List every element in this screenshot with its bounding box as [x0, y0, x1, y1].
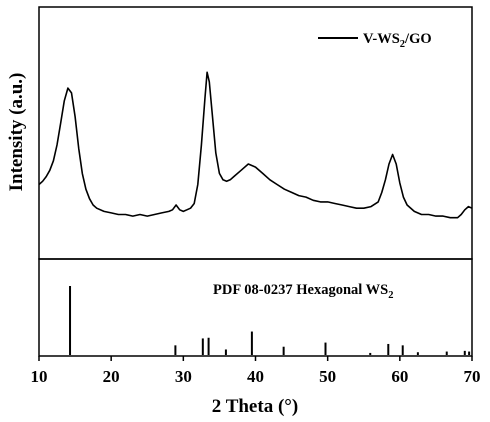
x-axis-ticks: 10 20 30 40 50 60 70 [31, 356, 481, 386]
reference-pattern-label: PDF 08-0237 Hexagonal WS2 [213, 282, 393, 301]
x-tick-label: 60 [391, 367, 408, 386]
xrd-series-line [38, 71, 473, 219]
x-tick-label: 40 [247, 367, 264, 386]
reference-bars [69, 286, 471, 355]
bottom-panel-frame [38, 258, 473, 357]
x-tick-label: 10 [31, 367, 48, 386]
x-tick-label: 70 [464, 367, 481, 386]
y-axis-label: Intensity (a.u.) [6, 73, 27, 192]
x-tick-label: 30 [175, 367, 192, 386]
x-tick-label: 50 [319, 367, 336, 386]
x-tick-label: 20 [103, 367, 120, 386]
legend-label: V-WS2/GO [363, 31, 432, 50]
x-axis-label: 2 Theta (°) [212, 396, 298, 417]
legend: V-WS2/GO [318, 31, 432, 50]
